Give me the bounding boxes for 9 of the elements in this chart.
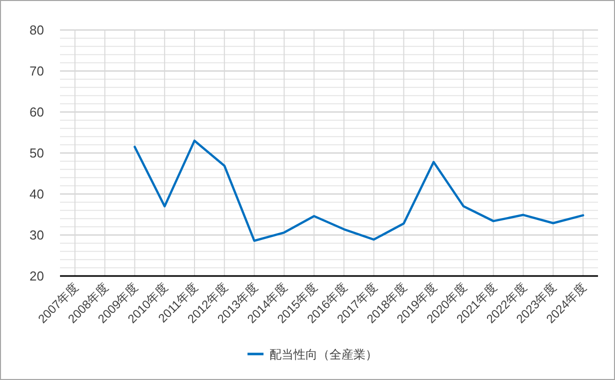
y-tick-label: 20 (30, 268, 44, 284)
y-tick-label: 60 (30, 104, 44, 120)
legend-label: 配当性向（全産業） (270, 348, 378, 362)
y-tick-label: 80 (30, 22, 44, 38)
y-tick-label: 50 (30, 146, 44, 160)
y-tick-label: 70 (30, 64, 44, 78)
line-series (134, 140, 584, 242)
y-tick-label: 40 (30, 186, 44, 202)
y-tick-label: 30 (30, 228, 44, 242)
